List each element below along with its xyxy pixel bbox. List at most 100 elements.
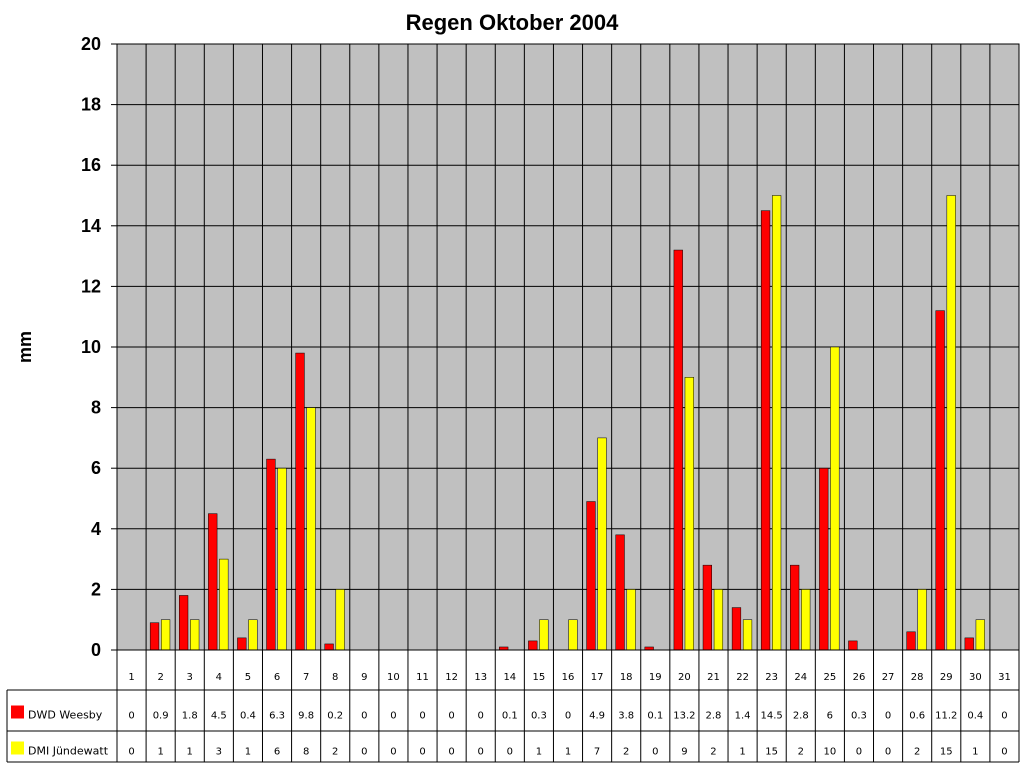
data-label: 0.4 xyxy=(240,711,256,722)
data-label: 0 xyxy=(856,747,862,758)
bar-dmi-21 xyxy=(713,589,724,651)
data-label: 1 xyxy=(972,747,978,758)
bar-dwd-24 xyxy=(790,564,800,651)
data-label: 0 xyxy=(361,747,367,758)
data-label: 1.8 xyxy=(182,711,198,722)
data-label: 2 xyxy=(914,747,920,758)
y-tick-label: 8 xyxy=(91,398,101,418)
data-label: 0.6 xyxy=(909,711,925,722)
bar-dwd-30 xyxy=(964,637,974,651)
x-tick-label: 9 xyxy=(361,672,367,683)
data-label: 2.8 xyxy=(706,711,722,722)
data-label: 0.1 xyxy=(647,711,663,722)
data-label: 15 xyxy=(765,747,778,758)
y-tick-label: 14 xyxy=(81,216,101,236)
data-label: 0 xyxy=(128,711,134,722)
data-label: 1 xyxy=(739,747,745,758)
data-label: 1 xyxy=(536,747,542,758)
data-label: 0 xyxy=(1001,711,1007,722)
data-label: 7 xyxy=(594,747,600,758)
data-label: 0 xyxy=(448,747,454,758)
x-tick-label: 16 xyxy=(562,672,575,683)
bar-dmi-4 xyxy=(219,558,229,651)
y-tick-label: 10 xyxy=(81,337,101,357)
data-label: 0 xyxy=(885,711,891,722)
data-label: 0 xyxy=(419,747,425,758)
data-label: 0 xyxy=(1001,747,1007,758)
bar-dwd-4 xyxy=(208,513,218,651)
y-tick-label: 0 xyxy=(91,640,101,660)
y-tick-label: 12 xyxy=(81,276,101,296)
data-label: 0.4 xyxy=(967,711,983,722)
data-label: 0 xyxy=(652,747,658,758)
gridlines xyxy=(116,43,1020,651)
bar-dwd-20 xyxy=(673,249,683,651)
data-label: 4.5 xyxy=(211,711,227,722)
x-tick-label: 31 xyxy=(998,672,1011,683)
bars xyxy=(149,195,985,651)
bar-dmi-20 xyxy=(684,377,694,651)
bar-dwd-18 xyxy=(615,534,625,651)
bar-dwd-26 xyxy=(848,640,858,651)
chart-title: Regen Oktober 2004 xyxy=(405,10,619,35)
data-label: 2 xyxy=(710,747,716,758)
y-tick-label: 2 xyxy=(91,579,101,599)
bar-dmi-15 xyxy=(539,619,549,651)
data-label: 2 xyxy=(332,747,338,758)
x-tick-label: 14 xyxy=(503,672,516,683)
data-label: 0 xyxy=(885,747,891,758)
x-tick-label: 5 xyxy=(245,672,251,683)
bar-dmi-23 xyxy=(772,195,782,651)
y-tick-label: 18 xyxy=(81,95,101,115)
x-tick-label: 19 xyxy=(649,672,662,683)
bar-dwd-25 xyxy=(819,467,829,651)
data-label: 0 xyxy=(390,711,396,722)
bar-dwd-8 xyxy=(324,643,334,651)
x-tick-label: 25 xyxy=(824,672,837,683)
data-label: 0 xyxy=(390,747,396,758)
bar-dmi-5 xyxy=(248,619,258,651)
x-tick-label: 28 xyxy=(911,672,924,683)
bar-dwd-7 xyxy=(295,352,305,651)
data-label: 6.3 xyxy=(269,711,285,722)
data-label: 1 xyxy=(565,747,571,758)
data-label: 0.2 xyxy=(327,711,343,722)
data-label: 1 xyxy=(157,747,163,758)
data-label: 14.5 xyxy=(761,711,783,722)
data-label: 3 xyxy=(216,747,222,758)
data-label: 0 xyxy=(478,747,484,758)
bar-dwd-3 xyxy=(179,595,189,651)
data-table: 1 2 3 4 5 6 7 8 9 10 11 12 13 14 15 16 17 18 19 20 21 22 23 24 2… xyxy=(6,649,1020,763)
bar-dmi-29 xyxy=(946,195,956,651)
x-tick-label: 21 xyxy=(707,672,720,683)
x-tick-label: 7 xyxy=(303,672,309,683)
x-tick-label: 6 xyxy=(274,672,280,683)
data-label: 9 xyxy=(681,747,687,758)
bar-dwd-6 xyxy=(266,458,276,651)
data-label: 0.3 xyxy=(851,711,867,722)
data-label: 0 xyxy=(507,747,513,758)
data-label: 0 xyxy=(128,747,134,758)
bar-dmi-8 xyxy=(335,589,345,651)
legend-label-dmi: DMI Jündewatt xyxy=(28,745,109,758)
bar-dwd-15 xyxy=(528,640,538,651)
data-label: 15 xyxy=(940,747,953,758)
data-label: 11.2 xyxy=(935,711,957,722)
x-tick-label: 18 xyxy=(620,672,633,683)
data-label: 4.9 xyxy=(589,711,605,722)
bar-dmi-7 xyxy=(306,407,316,651)
bar-dwd-2 xyxy=(149,622,160,651)
x-tick-label: 26 xyxy=(853,672,866,683)
y-tick-label: 6 xyxy=(91,458,101,478)
data-label: 2 xyxy=(623,747,629,758)
bar-dwd-17 xyxy=(586,501,596,651)
bar-dwd-22 xyxy=(731,607,742,651)
bar-dmi-24 xyxy=(801,589,811,651)
data-label: 13.2 xyxy=(673,711,695,722)
data-label: 3.8 xyxy=(618,711,634,722)
y-tick-label: 4 xyxy=(91,519,101,539)
x-tick-label: 22 xyxy=(736,672,749,683)
x-tick-label: 8 xyxy=(332,672,338,683)
data-label: 0 xyxy=(478,711,484,722)
